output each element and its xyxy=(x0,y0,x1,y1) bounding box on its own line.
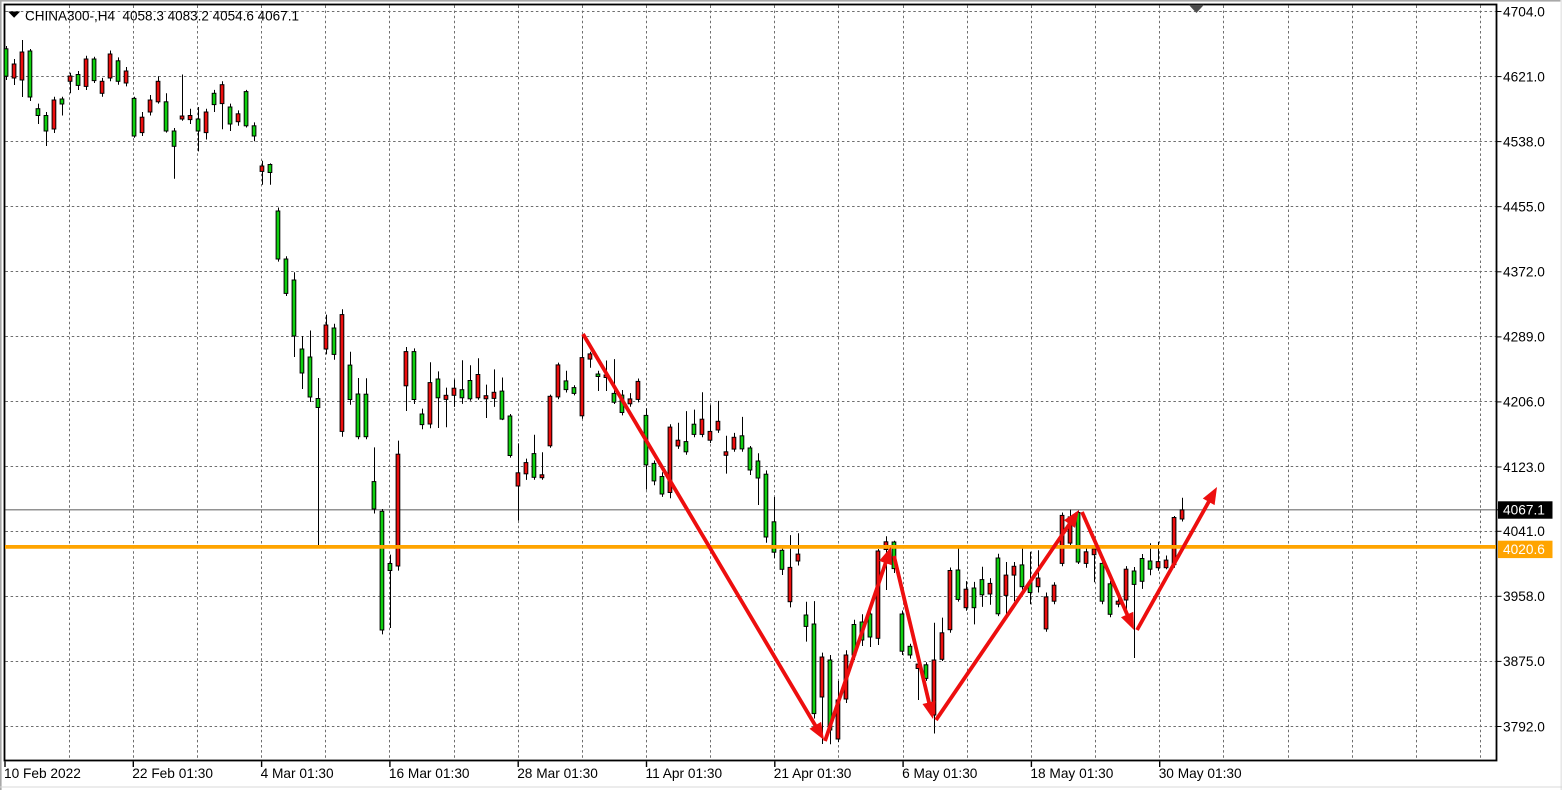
svg-text:28 Mar 01:30: 28 Mar 01:30 xyxy=(517,766,598,781)
svg-text:4372.0: 4372.0 xyxy=(1503,265,1545,280)
svg-text:6 May 01:30: 6 May 01:30 xyxy=(902,766,978,781)
svg-text:4123.0: 4123.0 xyxy=(1503,460,1545,475)
svg-text:22 Feb 01:30: 22 Feb 01:30 xyxy=(132,766,213,781)
svg-text:4041.0: 4041.0 xyxy=(1503,524,1545,539)
svg-text:4067.1: 4067.1 xyxy=(1503,503,1545,518)
svg-text:16 Mar 01:30: 16 Mar 01:30 xyxy=(389,766,470,781)
svg-text:30 May 01:30: 30 May 01:30 xyxy=(1159,766,1242,781)
svg-text:4020.6: 4020.6 xyxy=(1503,542,1545,557)
svg-text:18 May 01:30: 18 May 01:30 xyxy=(1030,766,1113,781)
svg-text:11 Apr 01:30: 11 Apr 01:30 xyxy=(646,766,723,781)
svg-text:4455.0: 4455.0 xyxy=(1503,200,1545,215)
svg-text:CHINA300-,H4 4058.3 4083.2 40: CHINA300-,H4 4058.3 4083.2 4054.6 4067.1 xyxy=(25,9,299,24)
svg-text:4206.0: 4206.0 xyxy=(1503,395,1545,410)
svg-text:3958.0: 3958.0 xyxy=(1503,589,1545,604)
svg-text:3792.0: 3792.0 xyxy=(1503,719,1545,734)
svg-text:10 Feb 2022: 10 Feb 2022 xyxy=(4,766,81,781)
svg-text:21 Apr 01:30: 21 Apr 01:30 xyxy=(774,766,852,781)
svg-text:3875.0: 3875.0 xyxy=(1503,654,1545,669)
svg-text:4621.0: 4621.0 xyxy=(1503,69,1545,84)
svg-text:4538.0: 4538.0 xyxy=(1503,134,1545,149)
svg-text:4289.0: 4289.0 xyxy=(1503,330,1545,345)
svg-text:4704.0: 4704.0 xyxy=(1503,4,1545,19)
svg-text:4 Mar 01:30: 4 Mar 01:30 xyxy=(261,766,334,781)
